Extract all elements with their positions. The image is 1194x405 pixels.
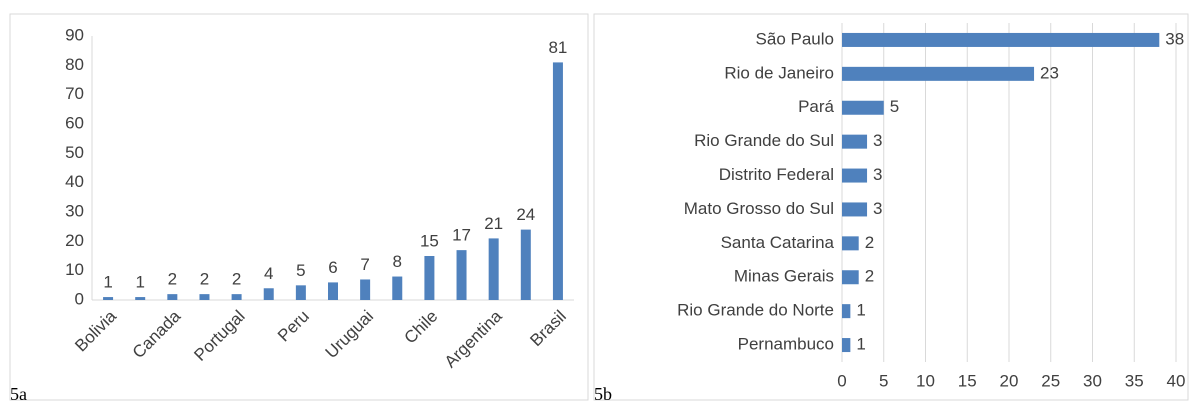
data-label: 24	[516, 205, 535, 224]
y-tick-label: Rio de Janeiro	[724, 63, 834, 82]
bar	[488, 238, 499, 300]
x-tick-label: Argentina	[441, 306, 506, 371]
y-tick-label: Rio Grande do Sul	[694, 131, 834, 150]
x-tick-label: 5	[879, 371, 888, 390]
x-tick-label: Peru	[274, 307, 313, 346]
y-tick-label: 40	[65, 172, 84, 191]
x-tick-label: Canada	[129, 306, 185, 362]
panel	[9, 13, 589, 401]
bar	[842, 202, 868, 217]
x-tick-label: 40	[1167, 371, 1186, 390]
data-label: 3	[873, 199, 882, 218]
x-tick-label: Chile	[401, 307, 442, 348]
x-tick-label: 35	[1125, 371, 1144, 390]
bar	[167, 294, 178, 300]
bar	[552, 62, 563, 301]
bar	[103, 297, 114, 300]
data-label: 23	[1040, 63, 1059, 82]
data-label: 5	[890, 97, 899, 116]
data-label: 1	[103, 273, 112, 292]
data-label: 1	[856, 301, 865, 320]
data-label: 2	[865, 233, 874, 252]
x-tick-label: 30	[1083, 371, 1102, 390]
bar	[842, 304, 851, 319]
data-label: 2	[865, 267, 874, 286]
data-label: 4	[264, 264, 273, 283]
bar	[842, 100, 884, 115]
x-tick-label: 20	[1000, 371, 1019, 390]
y-tick-label: 60	[65, 113, 84, 132]
data-label: 3	[873, 165, 882, 184]
bar	[263, 288, 274, 300]
data-label: 5	[296, 261, 305, 280]
y-tick-label: 10	[65, 260, 84, 279]
x-tick-label: 10	[916, 371, 935, 390]
bar	[328, 282, 338, 300]
bar	[842, 66, 1035, 81]
data-label: 2	[168, 270, 177, 289]
bar	[295, 285, 306, 300]
bar	[392, 276, 403, 300]
panel	[593, 13, 1189, 401]
y-tick-label: 80	[65, 55, 84, 74]
bar	[135, 297, 146, 300]
data-label: 2	[200, 270, 209, 289]
annotation: 5a	[10, 384, 27, 404]
data-label: 17	[452, 226, 471, 245]
x-tick-label: 15	[958, 371, 977, 390]
x-tick-label: Uruguai	[322, 307, 378, 363]
data-label: 38	[1165, 29, 1184, 48]
bar	[842, 236, 859, 251]
bar	[424, 256, 435, 300]
x-tick-label: Bolivia	[71, 306, 120, 355]
y-tick-label: Pernambuco	[738, 335, 834, 354]
y-tick-label: Rio Grande do Norte	[677, 301, 834, 320]
y-tick-label: Minas Gerais	[734, 267, 834, 286]
bar	[842, 32, 1160, 47]
y-tick-label: 0	[75, 289, 84, 308]
x-tick-label: 0	[837, 371, 846, 390]
data-label: 3	[873, 131, 882, 150]
y-tick-label: Mato Grosso do Sul	[684, 199, 834, 218]
y-tick-label: Santa Catarina	[721, 233, 835, 252]
bar	[199, 294, 210, 300]
bar	[842, 270, 859, 285]
bar	[520, 229, 531, 300]
y-tick-label: Pará	[798, 97, 834, 116]
data-label: 21	[484, 214, 503, 233]
bar	[842, 134, 868, 149]
x-tick-label: Portugal	[190, 307, 248, 365]
y-tick-label: 50	[65, 143, 84, 162]
y-tick-label: 20	[65, 231, 84, 250]
data-label: 6	[328, 258, 337, 277]
bar	[360, 279, 371, 300]
bar	[842, 338, 851, 353]
data-label: 7	[360, 255, 369, 274]
y-tick-label: Distrito Federal	[719, 165, 834, 184]
data-label: 1	[135, 273, 144, 292]
y-tick-label: 30	[65, 201, 84, 220]
y-tick-label: São Paulo	[756, 29, 834, 48]
y-tick-label: 90	[65, 25, 84, 44]
y-tick-label: 70	[65, 84, 84, 103]
data-label: 81	[548, 38, 567, 57]
data-label: 8	[393, 252, 402, 271]
bar	[231, 294, 242, 300]
data-label: 15	[420, 231, 439, 250]
x-tick-label: Brasil	[526, 307, 569, 350]
x-tick-label: 25	[1041, 371, 1060, 390]
bar	[842, 168, 868, 183]
data-label: 2	[232, 270, 241, 289]
data-label: 1	[856, 335, 865, 354]
bar	[456, 250, 467, 300]
annotation: 5b	[594, 384, 612, 404]
